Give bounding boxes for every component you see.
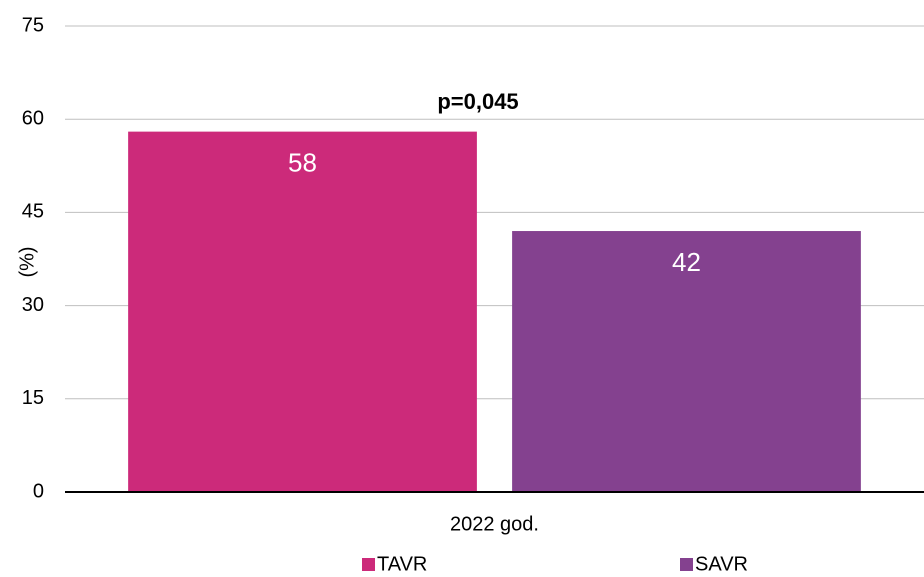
legend-label: SAVR — [695, 553, 748, 575]
x-tick-label: 2022 god. — [450, 513, 539, 535]
y-tick-label: 15 — [22, 387, 44, 409]
bar — [128, 131, 477, 493]
data-label: 58 — [288, 148, 317, 178]
data-label: 42 — [672, 247, 701, 277]
y-tick-label: 45 — [22, 201, 44, 223]
y-tick-label: 75 — [22, 14, 44, 36]
y-tick-label: 0 — [33, 480, 44, 502]
y-tick-label: 60 — [22, 107, 44, 129]
legend-swatch — [680, 558, 693, 571]
legend-label: TAVR — [377, 553, 427, 575]
annotation: p=0,045 — [437, 89, 518, 114]
y-tick-label: 30 — [22, 294, 44, 316]
bar — [512, 231, 861, 493]
legend-swatch — [362, 558, 375, 571]
y-axis-label: (%) — [16, 246, 38, 277]
